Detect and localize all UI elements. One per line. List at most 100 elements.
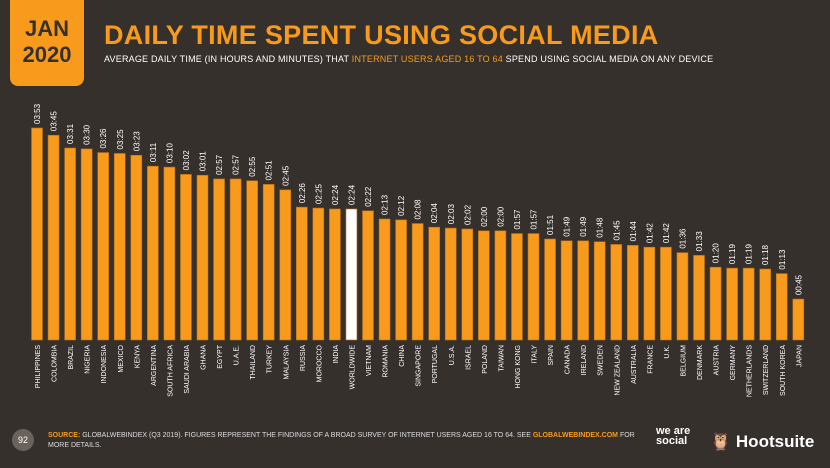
bar <box>262 184 275 341</box>
category-label: U.A.E. <box>234 345 241 365</box>
data-label: 02:24 <box>347 184 356 205</box>
bar <box>759 268 772 341</box>
data-label: 02:45 <box>281 165 290 186</box>
category-label: SPAIN <box>548 345 555 366</box>
category-label: AUSTRIA <box>714 345 721 376</box>
category-label: PORTUGAL <box>432 345 439 383</box>
bar <box>113 153 126 341</box>
data-label: 02:55 <box>248 156 257 177</box>
data-label: 01:44 <box>629 221 638 242</box>
bar <box>676 252 689 341</box>
bar <box>527 233 540 341</box>
category-label: PHILIPPINES <box>35 345 42 389</box>
bar <box>544 238 556 341</box>
bar <box>726 267 738 341</box>
data-label: 01:48 <box>596 217 605 238</box>
data-label: 01:42 <box>645 223 654 244</box>
bar <box>213 178 225 341</box>
data-label: 02:08 <box>414 199 423 220</box>
bar <box>395 219 407 341</box>
category-label: CANADA <box>565 345 572 375</box>
category-label: NIGERIA <box>85 345 92 374</box>
category-label: INDONESIA <box>101 345 108 384</box>
data-label: 03:01 <box>199 151 208 172</box>
bar <box>97 152 109 341</box>
data-label: 02:02 <box>463 204 472 225</box>
category-label: SAUDI ARABIA <box>184 345 191 394</box>
data-label: 02:03 <box>447 203 456 224</box>
bar <box>428 226 441 341</box>
category-label: MALAYSIA <box>283 345 290 380</box>
category-label: SINGAPORE <box>416 345 423 387</box>
category-label: ARGENTINA <box>151 345 158 386</box>
bar <box>196 174 209 341</box>
category-label: KENYA <box>134 345 141 369</box>
bar <box>279 189 292 341</box>
data-label: 01:49 <box>563 216 572 237</box>
bar <box>478 230 490 341</box>
data-label: 02:00 <box>496 206 505 227</box>
data-label: 03:23 <box>132 131 141 152</box>
data-label: 01:57 <box>530 209 539 230</box>
data-label: 00:45 <box>794 274 803 295</box>
bar <box>511 233 523 341</box>
source-text: GLOBALWEBINDEX (Q3 2019). FIGURES REPRES… <box>80 432 533 439</box>
bar <box>444 227 457 341</box>
category-label: ISRAEL <box>465 345 472 370</box>
subtitle: AVERAGE DAILY TIME (IN HOURS AND MINUTES… <box>104 54 713 64</box>
bar <box>378 218 391 341</box>
data-label: 03:45 <box>50 111 59 132</box>
data-label: 02:24 <box>331 184 340 205</box>
category-label: CHINA <box>399 345 406 367</box>
bar <box>593 241 606 341</box>
category-label: WORLDWIDE <box>349 345 356 390</box>
data-label: 01:49 <box>579 216 588 237</box>
bar <box>47 134 60 341</box>
data-label: 02:12 <box>397 195 406 216</box>
source-link[interactable]: GLOBALWEBINDEX.COM <box>532 432 618 439</box>
category-label: HONG KONG <box>515 345 522 389</box>
data-label: 03:30 <box>83 124 92 145</box>
category-label: NEW ZEALAND <box>614 345 621 396</box>
source-note: SOURCE: GLOBALWEBINDEX (Q3 2019). FIGURE… <box>48 431 638 451</box>
category-label: COLOMBIA <box>52 345 59 382</box>
data-label: 02:57 <box>232 154 241 175</box>
category-label: IRELAND <box>581 345 588 375</box>
category-label: NETHERLANDS <box>747 345 754 397</box>
data-label: 02:00 <box>480 206 489 227</box>
bar <box>246 180 258 341</box>
category-label: BRAZIL <box>68 345 75 370</box>
data-label: 01:51 <box>546 214 555 235</box>
bar <box>742 267 755 341</box>
data-label: 01:57 <box>513 209 522 230</box>
data-label: 01:45 <box>612 220 621 241</box>
category-label: DENMARK <box>697 345 704 380</box>
category-label: EGYPT <box>217 344 224 368</box>
category-label: SWITZERLAND <box>763 345 770 395</box>
subtitle-text: AVERAGE DAILY TIME (IN HOURS AND MINUTES… <box>104 54 352 64</box>
data-label: 03:10 <box>165 143 174 164</box>
data-label: 03:31 <box>66 123 75 144</box>
we-are-social-logo: we are social <box>656 425 691 447</box>
bar <box>643 246 656 341</box>
category-label: THAILAND <box>250 345 257 380</box>
data-label: 02:25 <box>314 183 323 204</box>
bar <box>626 245 639 341</box>
bar <box>312 207 325 341</box>
data-label: 02:04 <box>430 203 439 224</box>
category-label: POLAND <box>482 345 489 374</box>
bar <box>163 166 176 341</box>
category-label: JAPAN <box>796 345 803 367</box>
month: JAN <box>24 16 69 41</box>
category-label: BELGIUM <box>680 345 687 377</box>
bar <box>345 208 358 341</box>
bar <box>461 228 474 341</box>
data-label: 03:26 <box>99 128 108 149</box>
bar <box>709 266 722 341</box>
page-title: DAILY TIME SPENT USING SOCIAL MEDIA <box>104 20 659 50</box>
bar <box>229 178 242 341</box>
bar <box>80 148 93 341</box>
category-label: TAIWAN <box>498 345 505 371</box>
bar <box>577 240 589 341</box>
year: 2020 <box>22 42 72 67</box>
